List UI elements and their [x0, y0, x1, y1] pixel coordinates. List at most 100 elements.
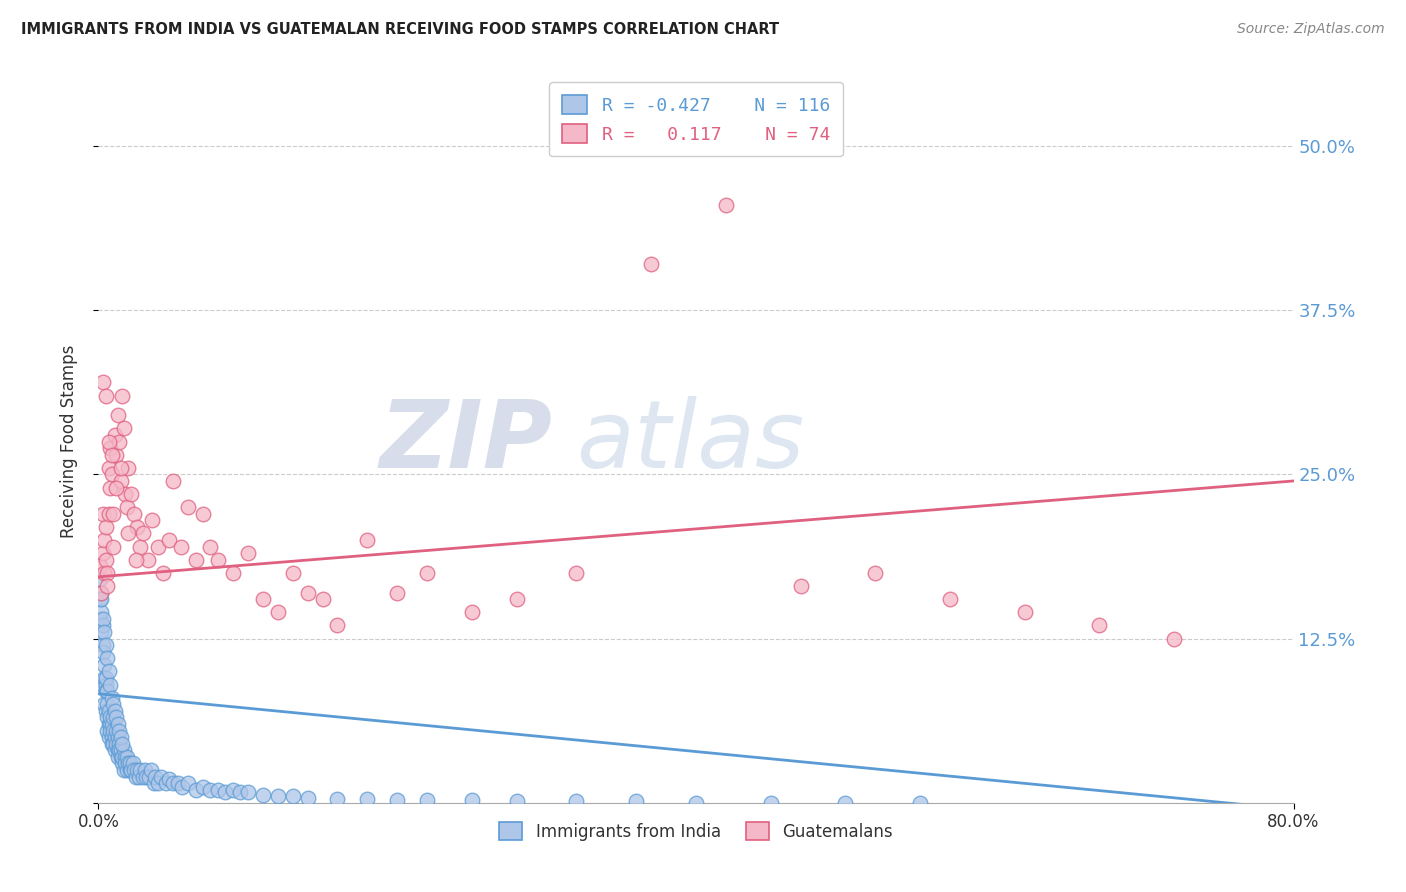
Point — [184, 553, 207, 567]
Point — [150, 770, 173, 784]
Point — [759, 796, 782, 810]
Point — [89, 573, 111, 587]
Point — [111, 737, 134, 751]
Point — [117, 756, 139, 771]
Point — [297, 790, 319, 805]
Point — [94, 677, 117, 691]
Point — [148, 540, 170, 554]
Point — [111, 756, 134, 771]
Point — [136, 553, 159, 567]
Point — [94, 671, 117, 685]
Point — [162, 474, 184, 488]
Point — [169, 540, 191, 554]
Point — [385, 793, 409, 807]
Point — [101, 737, 124, 751]
Point — [142, 776, 165, 790]
Point — [112, 421, 135, 435]
Point — [461, 793, 484, 807]
Point — [90, 625, 112, 640]
Point — [110, 474, 132, 488]
Point — [104, 428, 127, 442]
Point — [91, 546, 114, 560]
Point — [91, 612, 114, 626]
Point — [789, 579, 811, 593]
Point — [461, 605, 484, 619]
Point — [101, 717, 124, 731]
Point — [640, 257, 662, 271]
Point — [107, 749, 129, 764]
Point — [94, 638, 117, 652]
Point — [105, 481, 128, 495]
Point — [236, 785, 259, 799]
Point — [98, 677, 122, 691]
Point — [157, 772, 180, 786]
Point — [98, 710, 122, 724]
Point — [117, 526, 139, 541]
Point — [356, 533, 378, 547]
Point — [90, 585, 112, 599]
Point — [103, 737, 125, 751]
Point — [356, 792, 378, 806]
Point — [1163, 632, 1185, 646]
Text: ZIP: ZIP — [380, 395, 553, 488]
Text: IMMIGRANTS FROM INDIA VS GUATEMALAN RECEIVING FOOD STAMPS CORRELATION CHART: IMMIGRANTS FROM INDIA VS GUATEMALAN RECE… — [21, 22, 779, 37]
Point — [865, 566, 887, 580]
Point — [166, 776, 188, 790]
Point — [91, 677, 114, 691]
Point — [105, 737, 128, 751]
Point — [267, 605, 290, 619]
Point — [94, 388, 117, 402]
Text: atlas: atlas — [576, 396, 804, 487]
Point — [97, 665, 120, 679]
Point — [105, 723, 128, 738]
Point — [200, 782, 222, 797]
Point — [129, 763, 152, 777]
Point — [89, 592, 111, 607]
Point — [138, 770, 160, 784]
Point — [111, 388, 134, 402]
Legend: Immigrants from India, Guatemalans: Immigrants from India, Guatemalans — [488, 810, 904, 852]
Point — [506, 795, 529, 809]
Point — [97, 460, 120, 475]
Point — [416, 566, 439, 580]
Point — [112, 763, 135, 777]
Point — [93, 671, 115, 685]
Point — [1088, 618, 1111, 632]
Point — [97, 507, 120, 521]
Point — [98, 481, 122, 495]
Point — [94, 520, 117, 534]
Point — [103, 507, 125, 521]
Point — [107, 409, 129, 423]
Point — [281, 789, 304, 804]
Point — [107, 743, 129, 757]
Point — [114, 749, 136, 764]
Point — [114, 487, 136, 501]
Point — [93, 698, 115, 712]
Y-axis label: Receiving Food Stamps: Receiving Food Stamps — [59, 345, 77, 538]
Point — [103, 698, 125, 712]
Point — [311, 592, 333, 607]
Point — [91, 507, 114, 521]
Point — [157, 533, 180, 547]
Point — [714, 198, 737, 212]
Point — [135, 770, 157, 784]
Point — [97, 730, 120, 744]
Point — [93, 533, 115, 547]
Point — [96, 651, 118, 665]
Point — [89, 612, 111, 626]
Point — [565, 566, 588, 580]
Point — [93, 566, 115, 580]
Point — [110, 749, 132, 764]
Point — [112, 743, 135, 757]
Point — [172, 780, 194, 794]
Point — [385, 585, 409, 599]
Point — [214, 785, 236, 799]
Point — [110, 743, 132, 757]
Point — [125, 553, 148, 567]
Point — [939, 592, 962, 607]
Point — [129, 540, 152, 554]
Point — [110, 460, 132, 475]
Point — [685, 796, 707, 810]
Point — [96, 723, 118, 738]
Point — [207, 553, 229, 567]
